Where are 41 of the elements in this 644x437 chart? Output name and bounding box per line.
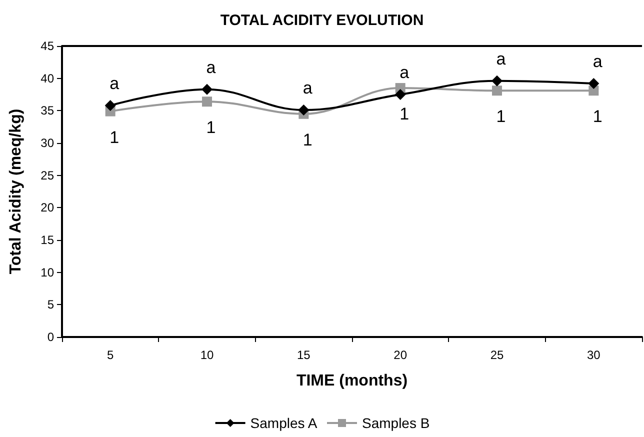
annotation: a [302,78,313,98]
y-tick-label: 30 [40,136,54,150]
y-tick-label: 15 [40,233,54,247]
y-tick-label: 20 [40,200,54,215]
point [492,75,502,86]
legend-label: Samples B [362,415,430,431]
annotation: a [206,58,216,77]
annotation: 1 [592,107,602,126]
annotation: 1 [110,128,120,147]
point [104,100,116,111]
y-tick-label: 0 [47,330,54,344]
point [492,86,502,96]
annotation: a [496,49,506,68]
x-tick-label: 15 [296,348,311,362]
annotation: a [110,74,120,93]
x-tick-label: 20 [394,348,408,362]
chart-title: TOTAL ACIDITY EVOLUTION [220,12,424,29]
point [588,78,600,90]
y-tick-label: 5 [47,298,54,312]
y-tick-label: 40 [40,71,54,86]
annotation: a [592,52,603,72]
y-tick-label: 10 [40,265,54,280]
annotation: a [400,63,410,82]
annotation: 1 [400,104,410,124]
x-tick-label: 25 [490,348,504,362]
annotation: 1 [206,118,216,138]
y-axis-title: Total Acidity (meq/kg) [8,108,24,274]
annotation: 1 [496,107,506,126]
point [202,96,212,107]
point [394,89,406,100]
legend-label: Samples A [250,415,318,431]
y-tick-label: 35 [40,104,54,118]
y-tick-label: 45 [40,39,54,53]
y-tick-label: 25 [40,168,54,182]
point [202,84,212,95]
x-tick-label: 5 [106,348,114,362]
point [298,104,310,116]
x-tick-label: 30 [586,348,601,362]
x-tick-label: 10 [200,348,214,362]
annotation: 1 [302,130,312,150]
x-axis-title: TIME (months) [296,372,408,390]
